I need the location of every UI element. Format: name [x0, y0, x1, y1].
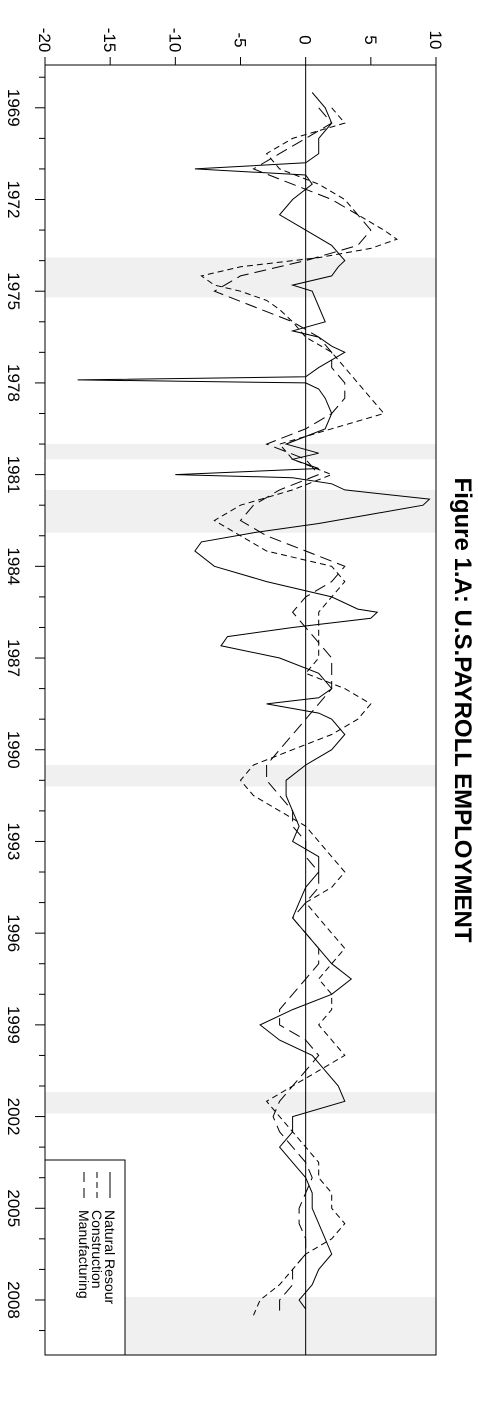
year-tick-label: 1969 [4, 89, 23, 127]
value-tick-label: 10 [426, 31, 445, 50]
series-line [213, 107, 372, 1316]
year-tick-label: 1975 [4, 272, 23, 310]
legend-label: Construction [89, 1210, 105, 1289]
legend-label: Natural Resour [102, 1210, 118, 1304]
value-axis: -20 -15 -10 -5 0 5 10 [35, 28, 445, 65]
value-tick-label: -15 [100, 28, 119, 53]
value-tick-label: -5 [231, 32, 250, 47]
recession-band [45, 1092, 436, 1114]
year-tick-label: 1993 [4, 823, 23, 861]
recession-band [45, 489, 436, 533]
year-tick-label: 1984 [4, 547, 23, 585]
year-tick-label: 1990 [4, 731, 23, 769]
value-tick-label: -10 [165, 28, 184, 53]
recession-band [45, 765, 436, 787]
value-tick-label: -20 [35, 28, 54, 53]
legend-label: Manufacturing [76, 1210, 92, 1299]
year-tick-label: 1996 [4, 914, 23, 952]
chart-title: Figure 1.A: U.S.PAYROLL EMPLOYMENT [449, 478, 476, 943]
year-tick-label: 2005 [4, 1189, 23, 1227]
value-tick-label: 0 [296, 35, 315, 44]
series-layer [77, 92, 431, 1316]
year-tick-label: 2002 [4, 1098, 23, 1136]
year-tick-label: 1972 [4, 181, 23, 219]
series-line [77, 92, 431, 1310]
value-tick-label: 5 [361, 35, 380, 44]
year-tick-label: 1999 [4, 1006, 23, 1044]
year-axis: 1969 1972 1975 1978 1981 1984 1987 1990 1993 1996… [4, 76, 45, 1332]
series-line [200, 107, 398, 1316]
recession-band [45, 444, 436, 460]
year-tick-label: 1987 [4, 639, 23, 677]
year-tick-label: 1978 [4, 364, 23, 402]
year-tick-label: 1981 [4, 456, 23, 494]
year-tick-label: 2008 [4, 1281, 23, 1319]
legend-box [44, 1159, 126, 1356]
